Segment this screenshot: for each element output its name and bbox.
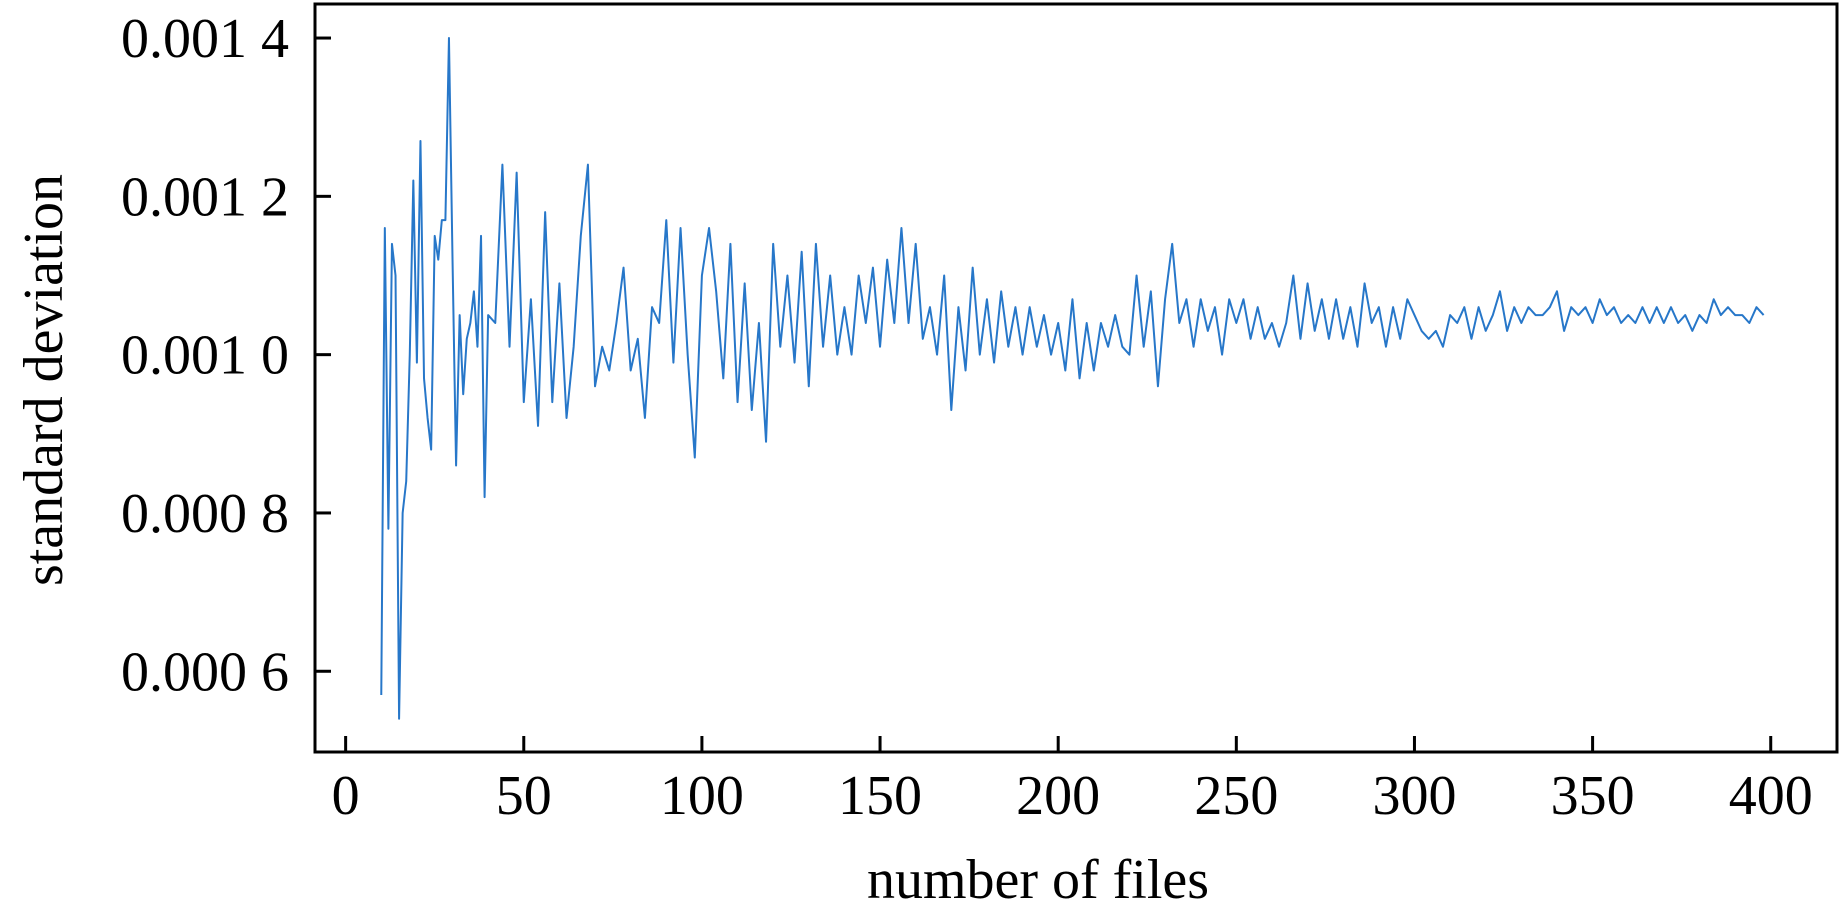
x-tick-label: 300 — [1372, 765, 1456, 827]
x-tick-label: 400 — [1729, 765, 1813, 827]
y-tick-label: 0.000 8 — [121, 483, 289, 545]
x-tick-label: 350 — [1551, 765, 1635, 827]
y-axis-label: standard deviation — [13, 174, 75, 586]
x-tick-label: 0 — [332, 765, 360, 827]
y-tick-label: 0.001 4 — [121, 8, 289, 70]
x-tick-label: 150 — [838, 765, 922, 827]
x-axis-label: number of files — [867, 849, 1209, 911]
data-line — [380, 37, 1765, 720]
y-tick-label: 0.001 2 — [121, 166, 289, 228]
x-tick-label: 50 — [496, 765, 552, 827]
x-tick-label: 200 — [1016, 765, 1100, 827]
x-tick-label: 250 — [1194, 765, 1278, 827]
y-tick-label: 0.000 6 — [121, 641, 289, 703]
y-tick-label: 0.001 0 — [121, 325, 289, 387]
x-tick-label: 100 — [660, 765, 744, 827]
plot-frame — [313, 2, 1839, 754]
